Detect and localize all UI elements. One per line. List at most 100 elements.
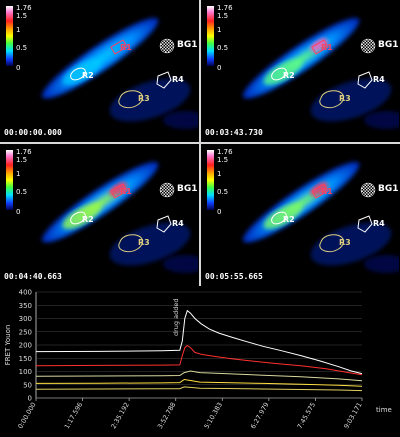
fret-chart: 0 50 100 150 200 250 300 350 400 0:00.000 1:17.596… <box>0 286 400 437</box>
colorbar-tick-label: 1.5 <box>16 12 28 20</box>
roi-label-r4: R4 <box>373 75 385 84</box>
x-tick-label: 1:17.596 <box>63 401 84 430</box>
roi-r4-outline <box>156 71 172 89</box>
roi-r1-outline <box>311 183 329 199</box>
colorbar-tick-label: 0.5 <box>16 44 28 52</box>
image-panel: 1.76 1.5 1 0.5 0 R1 R2 R3 R4 BG1 00:03:43.730 <box>201 0 399 141</box>
roi-label-r4: R4 <box>172 219 184 228</box>
roi-label-bg1: BG1 <box>378 40 399 50</box>
roi-label-r3: R3 <box>138 94 150 103</box>
timestamp: 00:00:00.000 <box>4 128 62 137</box>
roi-r4-outline <box>357 71 373 89</box>
y-tick-label: 300 <box>19 315 32 323</box>
roi-label-r2: R2 <box>283 71 295 80</box>
colorbar-gradient <box>207 150 214 210</box>
y-tick-label: 250 <box>19 328 32 336</box>
x-tick-label: 7:45.575 <box>296 401 317 430</box>
image-panel: 1.76 1.5 1 0.5 0 R1 R2 R3 R4 BG1 00:05:55.665 <box>201 144 399 285</box>
colorbar-tick-label: 1.5 <box>217 12 229 20</box>
bg1-region <box>360 182 376 198</box>
bg1-region <box>360 38 376 54</box>
roi-r2-outline <box>70 67 86 81</box>
timestamp: 00:03:43.730 <box>205 128 263 137</box>
colorbar-tick-label: 1 <box>16 26 21 34</box>
roi-r1-outline <box>311 39 329 55</box>
colorbar-gradient <box>6 150 13 210</box>
y-tick-label: 0 <box>28 395 32 403</box>
roi-r2-outline <box>271 211 287 225</box>
colorbar-tick-label: 0.5 <box>217 44 229 52</box>
annotation-drug-added: drug added <box>172 299 180 336</box>
colorbar-tick-label: 0.5 <box>16 188 28 196</box>
roi-label-r1: R1 <box>120 43 132 52</box>
y-tick-label: 200 <box>19 342 32 350</box>
roi-label-r4: R4 <box>172 75 184 84</box>
colorbar-tick-label: 1.76 <box>217 4 233 12</box>
x-tick-label: 3:52.788 <box>156 401 177 430</box>
roi-label-r3: R3 <box>339 94 351 103</box>
y-tick-label: 400 <box>19 289 32 297</box>
roi-r4-outline <box>357 215 373 233</box>
colorbar-tick-label: 0.5 <box>217 188 229 196</box>
roi-r3-outline <box>319 90 344 109</box>
roi-label-r3: R3 <box>138 238 150 247</box>
y-tick-label: 50 <box>23 381 32 389</box>
roi-label-bg1: BG1 <box>177 184 198 194</box>
y-tick-label: 150 <box>19 355 32 363</box>
y-tick-label: 100 <box>19 368 32 376</box>
bg1-region <box>159 38 175 54</box>
roi-r3-outline <box>319 234 344 253</box>
roi-r3-outline <box>118 90 143 109</box>
x-tick-label: 5:10.383 <box>203 401 224 430</box>
y-axis-label: FRET Youon <box>4 325 12 366</box>
image-panel: 1.76 1.5 1 0.5 0 R1 R2 R3 R4 BG1 00:04:40.663 <box>0 144 198 285</box>
series-line <box>35 344 363 376</box>
roi-label-r1: R1 <box>120 187 132 196</box>
colorbar-tick-label: 0 <box>16 208 21 216</box>
colorbar-tick-label: 1.76 <box>16 148 32 156</box>
roi-label-r1: R1 <box>321 43 333 52</box>
roi-r4-outline <box>156 215 172 233</box>
horizontal-divider <box>0 142 400 144</box>
roi-label-r3: R3 <box>339 238 351 247</box>
x-tick-label: 2:35.192 <box>109 401 130 430</box>
x-tick-label: 0:00.000 <box>16 401 37 430</box>
series-line <box>35 309 363 375</box>
roi-label-r1: R1 <box>321 187 333 196</box>
y-tick-label: 350 <box>19 302 32 310</box>
cell-image <box>41 17 198 129</box>
colorbar-tick-label: 1.76 <box>217 148 233 156</box>
roi-r1-outline <box>110 183 128 199</box>
roi-label-bg1: BG1 <box>378 184 399 194</box>
roi-r2-outline <box>70 211 86 225</box>
colorbar-tick-label: 0 <box>217 208 222 216</box>
colorbar-gradient <box>6 6 13 66</box>
roi-label-bg1: BG1 <box>177 40 198 50</box>
bg1-region <box>159 182 175 198</box>
colorbar-tick-label: 1.76 <box>16 4 32 12</box>
colorbar-tick-label: 1 <box>217 170 222 178</box>
x-tick-label: 6:27.979 <box>249 401 270 430</box>
cell-image <box>242 17 399 129</box>
roi-label-r4: R4 <box>373 219 385 228</box>
colorbar-tick-label: 0 <box>16 64 21 72</box>
roi-r1-outline <box>110 39 128 55</box>
colorbar-tick-label: 1.5 <box>16 156 28 164</box>
roi-r3-outline <box>118 234 143 253</box>
roi-label-r2: R2 <box>283 215 295 224</box>
cell-image <box>242 161 399 273</box>
series-line <box>35 378 363 387</box>
image-grid: 1.76 1.5 1 0.5 0 R1 R2 R3 R4 BG1 00:00:00.000 1.76 1… <box>0 0 400 286</box>
x-axis-label: time <box>376 406 392 414</box>
timestamp: 00:05:55.665 <box>205 272 263 281</box>
colorbar-tick-label: 1 <box>217 26 222 34</box>
roi-r2-outline <box>271 67 287 81</box>
image-panel: 1.76 1.5 1 0.5 0 R1 R2 R3 R4 BG1 00:00:00.000 <box>0 0 198 141</box>
colorbar-tick-label: 1.5 <box>217 156 229 164</box>
timestamp: 00:04:40.663 <box>4 272 62 281</box>
colorbar-tick-label: 0 <box>217 64 222 72</box>
x-tick-label: 9:03.171 <box>342 401 363 430</box>
series-line <box>35 386 363 392</box>
colorbar-gradient <box>207 6 214 66</box>
cell-image <box>41 161 198 273</box>
